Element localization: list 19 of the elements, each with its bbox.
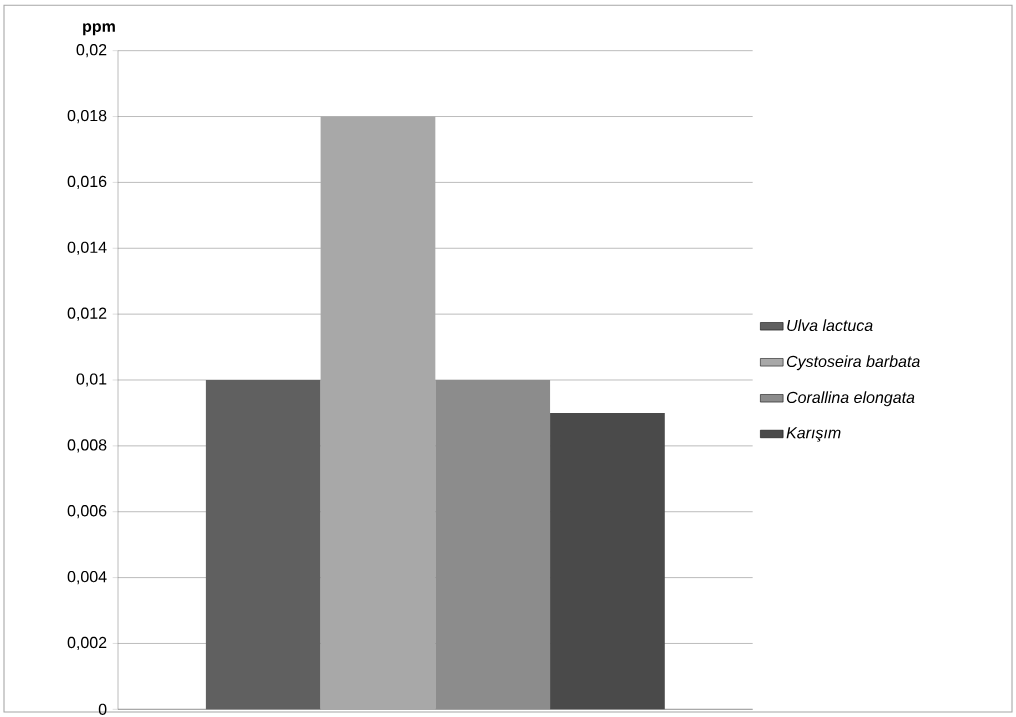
y-tick-label: 0	[98, 703, 107, 715]
y-tick-label: 0,012	[67, 307, 107, 321]
y-tick-label: 0,006	[67, 504, 107, 519]
y-tick-label: 0,002	[67, 636, 107, 650]
legend-label: Karışım	[786, 427, 841, 442]
y-tick-label: 0,01	[76, 373, 107, 387]
y-tick-label: 0,014	[67, 241, 107, 255]
legend-label: Cystoseira barbata	[786, 355, 920, 371]
bar	[550, 412, 665, 710]
y-axis-title: ppm	[83, 23, 115, 36]
y-tick-label: 0,018	[67, 109, 107, 123]
legend-label: Corallina elongata	[786, 391, 915, 407]
y-tick-label: 0,02	[76, 43, 107, 58]
y-tick-label: 0,016	[67, 175, 107, 189]
bar	[205, 379, 321, 710]
y-tick-label: 0,004	[67, 570, 107, 585]
y-tick-label: 0,008	[67, 439, 107, 453]
legend-label: Ulva lactuca	[787, 319, 873, 331]
bar	[320, 116, 436, 710]
